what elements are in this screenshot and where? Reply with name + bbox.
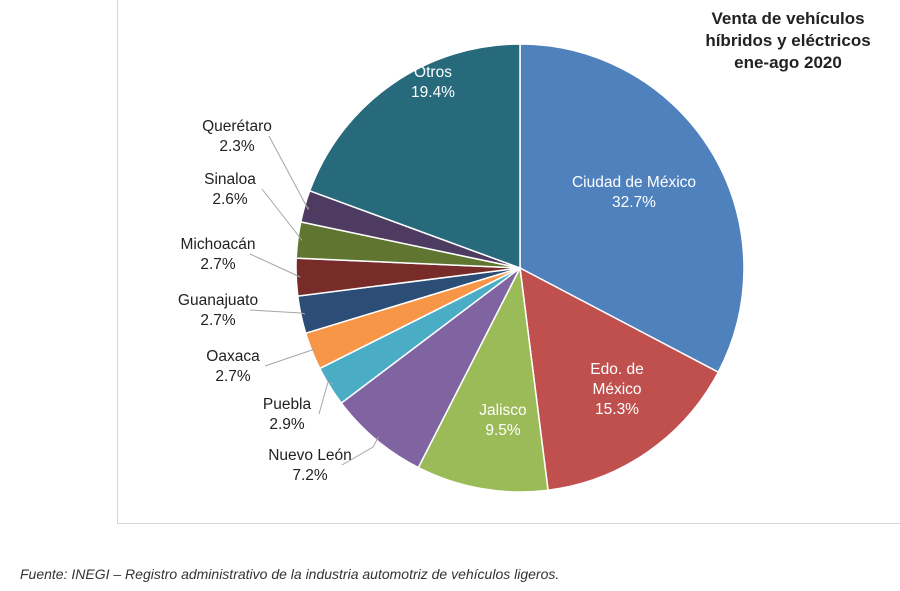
slice-percent-label: 2.6% (212, 191, 248, 208)
slice-percent-label: 2.9% (269, 416, 305, 433)
source-note: Fuente: INEGI – Registro administrativo … (20, 566, 560, 582)
chart-title: ene-ago 2020 (734, 53, 842, 72)
leader-line (268, 135, 309, 211)
chart-frame: Ciudad de México 32.7% Edo. de México 15.3% J… (117, 0, 900, 524)
slice-percent-label: 7.2% (292, 467, 328, 484)
slice-name-label: Michoacán (181, 236, 256, 253)
slice-percent-label: 2.7% (200, 312, 236, 329)
slice-percent-label: 2.7% (215, 368, 251, 385)
pie-chart: Ciudad de México 32.7% Edo. de México 15.3% J… (178, 9, 871, 493)
slice-percent-label: 19.4% (411, 84, 455, 101)
slice-name-label: Nuevo León (268, 447, 352, 464)
slice-name-label: Jalisco (479, 402, 526, 419)
pie-slice (340, 267, 521, 469)
slice-name-label: Ciudad de México (572, 174, 696, 191)
slice-name-label: Otros (414, 64, 452, 81)
slice-name-label: Querétaro (202, 118, 272, 135)
slice-percent-label: 2.3% (219, 138, 255, 155)
chart-title: híbridos y eléctricos (705, 31, 870, 50)
slice-name-label: Sinaloa (204, 171, 256, 188)
pie-slice (519, 266, 720, 492)
leader-line (249, 253, 301, 278)
slice-percent-label: 2.7% (200, 256, 236, 273)
slice-name-label: México (592, 381, 641, 398)
leader-line (261, 188, 303, 241)
slice-name-label: Guanajuato (178, 292, 258, 309)
leader-line (264, 349, 316, 367)
slice-name-label: Edo. de (590, 361, 643, 378)
slice-name-label: Puebla (263, 396, 312, 413)
leader-line (341, 436, 380, 466)
slice-percent-label: 15.3% (595, 401, 639, 418)
pie-slice (308, 43, 521, 270)
pie-slice (417, 265, 549, 493)
slice-percent-label: 9.5% (485, 422, 521, 439)
leader-line (318, 381, 334, 415)
pie-slice (519, 43, 745, 374)
chart-title: Venta de vehículos (711, 9, 864, 28)
slice-percent-label: 32.7% (612, 194, 656, 211)
leader-line (249, 309, 306, 315)
slice-name-label: Oaxaca (206, 348, 260, 365)
